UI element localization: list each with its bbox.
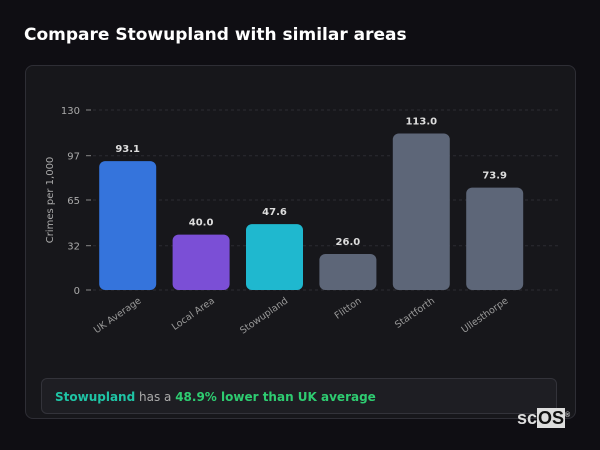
bar: [99, 161, 157, 290]
x-tick-label: UK Average: [92, 295, 144, 336]
data-label: 47.6: [262, 207, 287, 218]
bar: [319, 254, 377, 290]
bar: [172, 234, 230, 290]
x-tick-label: Local Area: [170, 295, 217, 332]
y-tick-label: 32: [67, 242, 80, 253]
y-tick-label: 130: [61, 106, 80, 117]
bar: [466, 187, 524, 290]
data-label: 73.9: [482, 171, 507, 182]
data-label: 93.1: [115, 144, 140, 155]
scos-logo: scOS®: [517, 408, 571, 428]
y-tick-label: 65: [67, 196, 80, 207]
x-tick-label: Startforth: [393, 295, 437, 330]
summary-middle: has a: [135, 390, 176, 404]
bar: [246, 224, 303, 290]
summary-area: Stowupland: [55, 390, 136, 404]
y-axis-label: Crimes per 1,000: [45, 157, 56, 244]
y-tick-label: 0: [74, 286, 80, 297]
data-label: 26.0: [336, 237, 361, 248]
summary-box: Stowupland has a 48.9% lower than UK ave…: [41, 378, 557, 414]
x-tick-label: Ullesthorpe: [460, 295, 511, 335]
y-tick-label: 97: [67, 152, 80, 163]
x-tick-label: Stowupland: [238, 295, 290, 336]
bar: [392, 133, 450, 290]
page-title: Compare Stowupland with similar areas: [24, 25, 407, 45]
x-tick-label: Flitton: [333, 295, 364, 321]
summary-comparison: 48.9% lower than UK average: [175, 390, 376, 404]
data-label: 40.0: [189, 218, 214, 229]
data-label: 113.0: [405, 117, 437, 128]
